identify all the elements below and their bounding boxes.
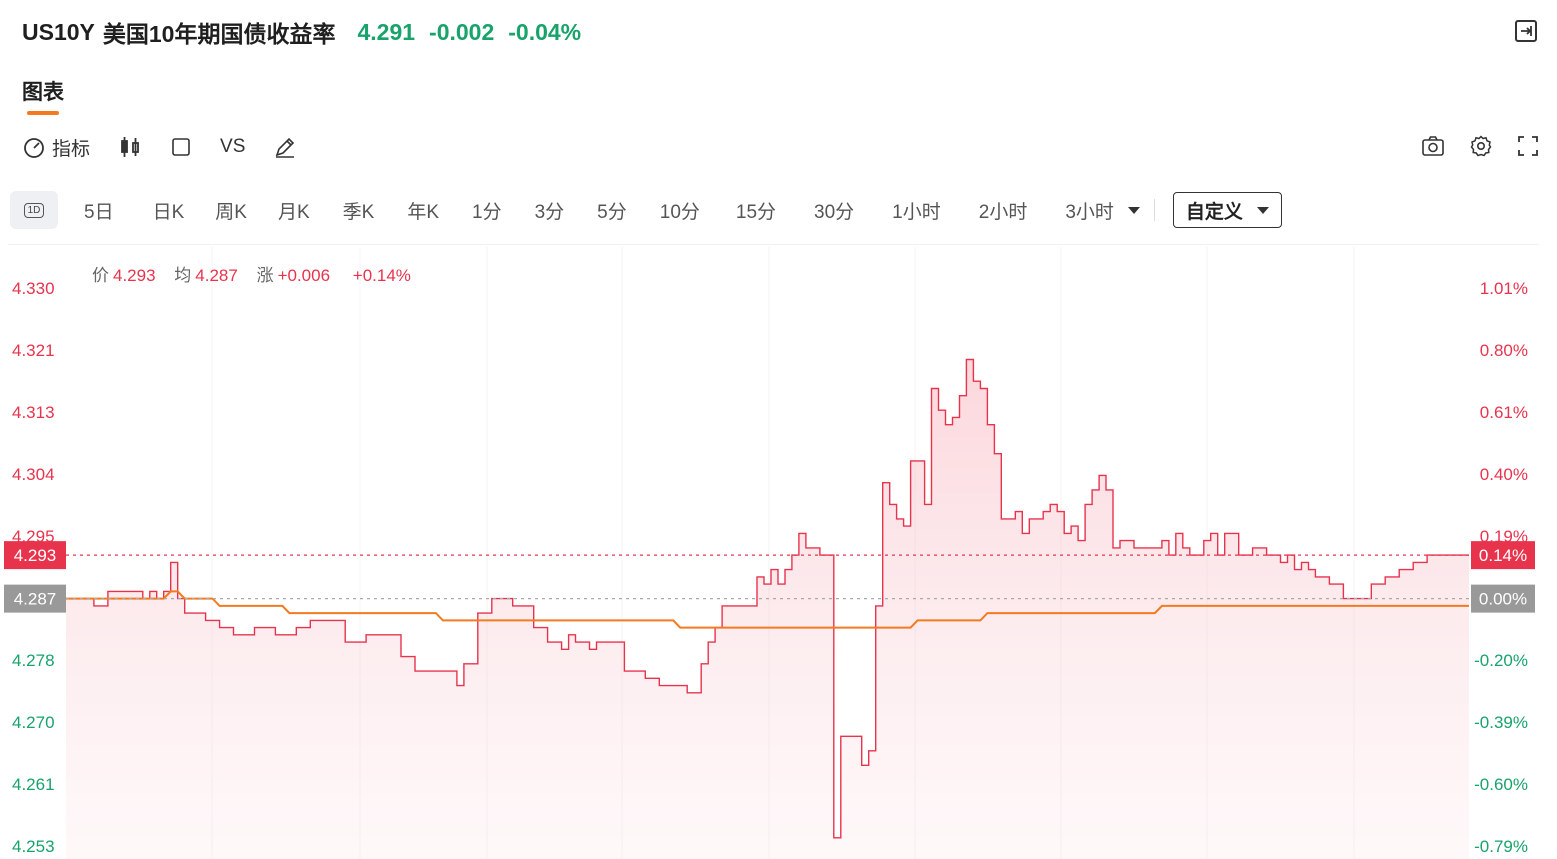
instrument-name: 美国10年期国债收益率: [102, 21, 336, 47]
info-chg-pct: +0.14%: [352, 266, 411, 285]
period-1min[interactable]: 1分: [472, 201, 502, 223]
symbol: US10Y: [22, 18, 95, 45]
period-month-k[interactable]: 月K: [277, 201, 310, 223]
info-price-label: 价: [92, 266, 109, 285]
chart-toolbar: 指标 VS: [22, 131, 325, 163]
gauge-icon: [24, 138, 44, 158]
period-3h-label: 3小时: [1065, 201, 1114, 223]
period-quarter-k[interactable]: 季K: [342, 201, 375, 223]
camera-icon: [1422, 136, 1444, 156]
y-tick-right: -0.79%: [1474, 837, 1528, 856]
y-tick-left: 4.304: [12, 465, 55, 484]
period-30min[interactable]: 30分: [814, 201, 855, 223]
reference-pct-tag: 0.00%: [1479, 590, 1527, 609]
period-3min[interactable]: 3分: [534, 201, 565, 223]
y-tick-left: 4.278: [12, 651, 55, 670]
period-1d-badge: 1D: [23, 202, 45, 218]
current-pct-tag-bg: [1471, 541, 1535, 570]
average-line: [66, 590, 1469, 629]
chart-actions: [1397, 134, 1539, 158]
price-area: [66, 359, 1469, 859]
last-price: 4.291: [357, 18, 416, 45]
collapse-icon: [1521, 26, 1532, 36]
y-tick-right: 0.61%: [1480, 403, 1528, 422]
crosshair-info: 价 4.293 均 4.287 涨 +0.006 +0.14%: [92, 261, 425, 286]
y-tick-left: 4.253: [12, 837, 55, 856]
y-tick-left: 4.330: [12, 279, 55, 298]
square-icon: [172, 138, 190, 156]
period-10min[interactable]: 10分: [659, 201, 700, 223]
y-tick-left: 4.321: [12, 341, 55, 360]
period-year-k[interactable]: 年K: [407, 201, 440, 223]
settings-button[interactable]: [1469, 134, 1493, 158]
chevron-down-icon: [1127, 206, 1140, 214]
y-tick-right: -0.39%: [1474, 713, 1528, 732]
reference-pct-tag-bg: [1471, 584, 1535, 613]
info-price: 4.293: [113, 266, 156, 285]
current-pct-tag: 0.14%: [1479, 546, 1527, 565]
y-tick-right: -0.20%: [1474, 651, 1528, 670]
fullscreen-icon: [1518, 136, 1538, 156]
price-change: -0.002: [429, 18, 495, 45]
period-divider: [1153, 199, 1155, 221]
y-tick-right: 0.80%: [1480, 341, 1528, 360]
compare-button[interactable]: VS: [220, 136, 245, 158]
period-1d[interactable]: 1D: [10, 191, 58, 229]
info-avg-label: 均: [174, 266, 192, 285]
period-5d[interactable]: 5日: [84, 201, 114, 223]
compare-label: VS: [220, 136, 246, 157]
y-tick-left: 4.270: [12, 713, 55, 732]
period-5min[interactable]: 5分: [597, 201, 627, 223]
y-tick-right: 1.01%: [1480, 279, 1528, 298]
gear-icon: [1470, 135, 1492, 157]
current-price-tag: 4.293: [14, 546, 57, 565]
period-2h[interactable]: 2小时: [978, 201, 1028, 223]
period-1h[interactable]: 1小时: [892, 201, 941, 223]
y-tick-right: -0.60%: [1474, 775, 1528, 794]
custom-period-label: 自定义: [1185, 201, 1243, 223]
pen-icon: [276, 137, 295, 158]
y-tick-left: 4.261: [12, 775, 55, 794]
draw-button[interactable]: [273, 135, 297, 159]
custom-period-dropdown[interactable]: 自定义: [1172, 192, 1282, 228]
quote-header: US10Y 美国10年期国债收益率 4.291 -0.002 -0.04%: [22, 14, 581, 50]
rectangle-draw-button[interactable]: [170, 136, 192, 158]
info-avg: 4.287: [195, 266, 238, 285]
toolbar-divider: [8, 244, 1539, 245]
period-15min[interactable]: 15分: [735, 201, 777, 223]
info-chg: +0.006: [277, 266, 331, 285]
period-3h[interactable]: 3小时: [1065, 191, 1140, 229]
reference-price-tag-bg: [4, 584, 66, 613]
price-change-pct: -0.04%: [508, 18, 582, 45]
active-tab-indicator: [27, 111, 59, 115]
chevron-down-icon: [1256, 206, 1269, 214]
reference-price-tag: 4.287: [14, 590, 57, 609]
period-week-k[interactable]: 周K: [215, 201, 247, 223]
fullscreen-button[interactable]: [1517, 135, 1539, 157]
period-selector: 1D 5日 日K 周K 月K 季K 年K 1分 3分 5分 10分 15分 30…: [10, 191, 1282, 229]
indicators-label: 指标: [52, 138, 91, 160]
period-day-k[interactable]: 日K: [152, 201, 185, 223]
tab-chart[interactable]: 图表: [22, 81, 64, 104]
screenshot-button[interactable]: [1421, 134, 1445, 158]
candlestick-button[interactable]: [118, 135, 142, 159]
current-price-tag-bg: [4, 541, 66, 570]
collapse-panel-button[interactable]: [1515, 20, 1537, 42]
candlestick-icon: [121, 137, 139, 157]
info-chg-label: 涨: [256, 266, 274, 285]
indicators-button[interactable]: 指标: [22, 134, 90, 161]
y-tick-right: 0.40%: [1480, 465, 1528, 484]
y-tick-left: 4.313: [12, 403, 55, 422]
